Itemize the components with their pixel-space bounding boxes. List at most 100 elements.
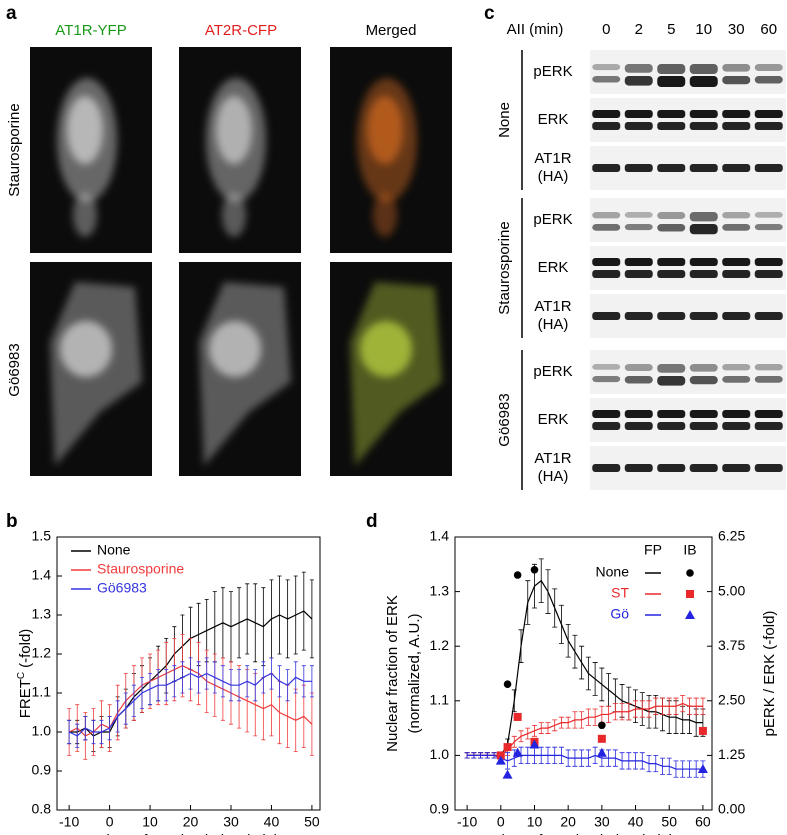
band <box>592 122 621 130</box>
series-line <box>467 702 703 756</box>
band <box>592 76 621 83</box>
x-tick-label: 20 <box>183 814 199 830</box>
marker <box>596 747 607 757</box>
panel-letter: b <box>6 511 18 532</box>
blot-label: pERK <box>533 211 572 228</box>
legend-label: Staurosporine <box>97 561 184 577</box>
band <box>624 376 653 384</box>
x-tick-label: 10 <box>142 814 158 830</box>
band <box>624 64 653 73</box>
band <box>722 212 751 219</box>
y-tick-label: 1.4 <box>32 567 52 583</box>
band <box>657 464 686 472</box>
band <box>592 376 621 383</box>
cell-core <box>367 96 403 164</box>
cell-process <box>222 193 246 237</box>
band <box>722 464 751 472</box>
panel-letter: c <box>484 3 495 24</box>
cell-process <box>373 193 397 237</box>
band <box>754 312 783 320</box>
band <box>754 212 783 218</box>
y-tick-label: 0.9 <box>32 762 52 778</box>
blot <box>590 146 786 190</box>
cell-core <box>60 321 112 377</box>
blot-label: (HA) <box>538 468 569 485</box>
marker <box>529 739 540 749</box>
y2-tick-label: 2.50 <box>718 692 745 708</box>
band <box>722 312 751 320</box>
band <box>657 110 686 118</box>
time-tick-label: 30 <box>728 21 745 38</box>
band <box>624 110 653 118</box>
marker <box>697 763 708 773</box>
cell <box>357 78 417 237</box>
blot <box>590 98 786 142</box>
band <box>754 76 783 84</box>
band <box>624 122 653 130</box>
marker <box>512 747 523 757</box>
y-tick-label: 0.9 <box>430 801 450 817</box>
band <box>592 64 621 71</box>
band <box>657 76 686 87</box>
cell <box>57 78 117 237</box>
x-axis-label: Time after stimulation (min) <box>493 832 674 835</box>
group-label: Gö6983 <box>496 393 513 446</box>
legend-marker <box>686 569 694 577</box>
cell-core <box>67 96 103 164</box>
band <box>754 164 783 172</box>
band <box>754 464 783 472</box>
time-tick-label: 2 <box>635 21 643 38</box>
x-tick-label: 10 <box>527 814 543 830</box>
blot-label: ERK <box>538 259 569 276</box>
blot-label: (HA) <box>538 168 569 185</box>
x-tick-label: 40 <box>264 814 280 830</box>
y2-tick-label: 6.25 <box>718 528 745 544</box>
band <box>624 258 653 266</box>
row-label: Gö6983 <box>6 343 23 396</box>
band <box>689 212 718 222</box>
x-tick-label: 20 <box>560 814 576 830</box>
group-label: Staurosporine <box>496 221 513 314</box>
band <box>689 376 718 385</box>
band <box>722 364 751 371</box>
y-axis-label: (normalized, A.U.) <box>406 613 423 733</box>
band <box>722 164 751 172</box>
band <box>657 122 686 130</box>
error-bar <box>700 697 706 715</box>
band <box>722 270 751 278</box>
column-header: AT2R-CFP <box>205 22 277 39</box>
x-tick-label: 30 <box>223 814 239 830</box>
band <box>689 270 718 278</box>
marker <box>495 755 506 765</box>
band <box>624 410 653 418</box>
row-label: Staurosporine <box>6 103 23 196</box>
band <box>689 410 718 418</box>
legend-label: Gö <box>610 606 629 622</box>
y-axis-label: FRETC (-fold) <box>16 629 34 719</box>
legend-label: None <box>97 542 131 558</box>
marker <box>597 734 606 743</box>
error-bar <box>309 579 314 659</box>
x-tick-label: 50 <box>661 814 677 830</box>
legend-label: None <box>596 564 630 580</box>
series-line <box>68 672 312 737</box>
y2-axis-label: pERK / ERK (-fold) <box>761 611 778 737</box>
band <box>624 224 653 231</box>
y-tick-label: 1.4 <box>430 528 450 544</box>
cell-core <box>360 321 412 377</box>
y-tick-label: 1.3 <box>32 606 52 622</box>
y-tick-label: 1.0 <box>430 746 450 762</box>
band <box>592 464 621 472</box>
band <box>657 164 686 172</box>
legend-label: Gö6983 <box>97 580 147 596</box>
plot-frame <box>56 536 321 811</box>
band <box>592 164 621 172</box>
band <box>592 410 621 418</box>
x-tick-label: 0 <box>497 814 505 830</box>
band <box>624 464 653 472</box>
group-label: None <box>496 102 513 138</box>
cell <box>199 282 291 466</box>
legend-marker <box>685 610 695 619</box>
band <box>722 224 751 231</box>
